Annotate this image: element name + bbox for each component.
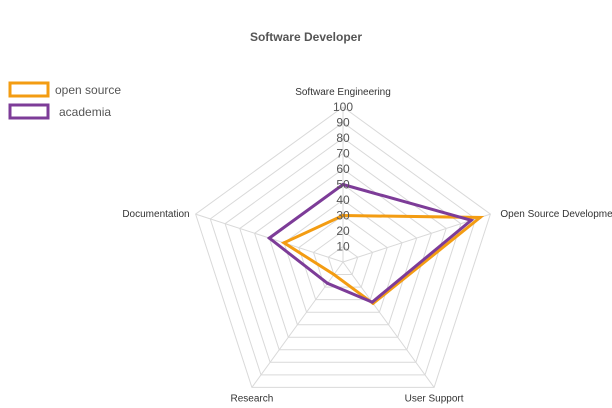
tick-label-40: 40 [336, 193, 350, 207]
legend-swatch-open-source [8, 81, 50, 98]
legend-item-open-source[interactable]: open source [8, 81, 121, 98]
legend-item-academia[interactable]: academia [8, 103, 111, 120]
spoke-2 [342, 261, 435, 388]
axis-label-user-support: User Support [405, 393, 464, 404]
data-point-open-source-4[interactable] [282, 241, 286, 245]
data-point-open-source-1[interactable] [478, 216, 482, 219]
series-line-academia[interactable] [266, 182, 475, 304]
grid-ring-1 [327, 245, 359, 275]
grid-ring-8 [224, 137, 462, 363]
data-point-open-source-3[interactable] [332, 273, 336, 276]
data-point-academia-3[interactable] [326, 281, 329, 285]
grid-ring-4 [283, 199, 403, 313]
radar-series [266, 182, 485, 306]
tick-label-80: 80 [336, 131, 350, 145]
data-point-open-source-0[interactable] [341, 214, 345, 217]
chart-title: Software Developer [250, 30, 362, 44]
data-point-academia-1[interactable] [469, 218, 473, 222]
radar-grid [195, 106, 491, 388]
tick-label-70: 70 [336, 147, 350, 161]
legend-label-open-source: open source [55, 83, 121, 97]
axis-label-open-source-development: Open Source Development [500, 209, 612, 220]
spoke-1 [342, 213, 491, 263]
tick-label-90: 90 [336, 116, 350, 130]
grid-ring-2 [312, 230, 374, 288]
tick-label-100: 100 [333, 100, 353, 114]
legend-swatch-academia [8, 103, 50, 120]
data-point-academia-4[interactable] [267, 236, 271, 240]
axis-labels: Software Engineering Open Source Developm… [122, 87, 612, 404]
grid-ring-3 [298, 214, 388, 301]
tick-label-30: 30 [336, 209, 350, 223]
tick-label-50: 50 [336, 178, 350, 192]
legend-label-academia: academia [59, 105, 111, 119]
legend: open source academia [8, 81, 121, 120]
data-point-academia-0[interactable] [341, 183, 345, 186]
tick-label-20: 20 [336, 224, 350, 238]
grid-ring-9 [209, 121, 477, 376]
grid-ring-10 [195, 106, 491, 388]
tick-label-60: 60 [336, 162, 350, 176]
data-point-academia-2[interactable] [370, 300, 374, 304]
axis-label-documentation: Documentation [122, 209, 189, 220]
tick-label-10: 10 [336, 240, 350, 254]
axis-label-software-engineering: Software Engineering [295, 87, 391, 98]
grid-ring-6 [254, 168, 432, 338]
axis-label-research: Research [230, 393, 273, 404]
